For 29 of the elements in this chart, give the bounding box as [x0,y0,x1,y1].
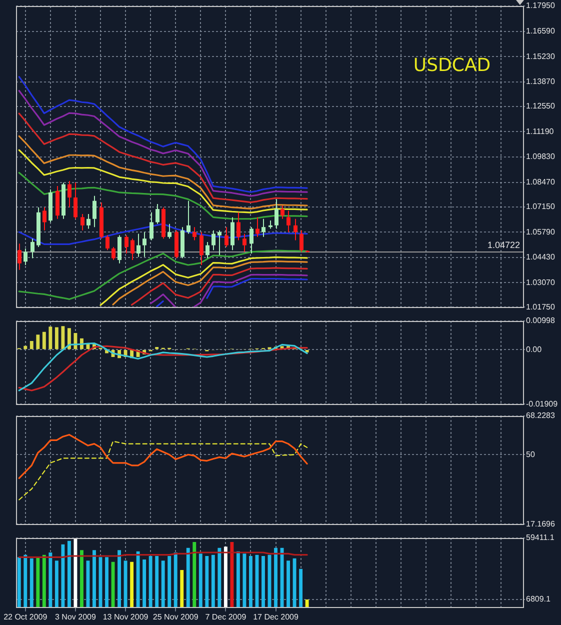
y-tick-label: 50 [526,450,536,459]
y-tick-label: 1.11190 [526,126,554,136]
ref-line-label: 1.04722 [487,240,520,250]
y-tick-label: 1.08470 [526,177,556,186]
y-tick-label: 1.05790 [526,227,556,236]
y-tick-label: 68.2283 [526,411,556,420]
y-tick-label: 1.13870 [526,77,556,86]
x-tick-label: 7 Dec 2009 [205,612,247,622]
x-tick-label: 22 Oct 2009 [4,612,48,622]
y-tick-label: -0.01909 [526,399,558,408]
y-tick-label: 59411.1 [526,533,555,542]
x-tick-label: 13 Nov 2009 [102,612,149,622]
y-tick-label: 1.07150 [526,202,556,212]
y-tick-label: 1.17950 [526,1,556,10]
y-tick-label: 1.01750 [526,302,556,312]
x-tick-label: 3 Nov 2009 [55,612,96,622]
y-tick-label: 1.04430 [526,252,556,262]
y-tick-label: 17.1696 [526,519,556,528]
y-tick-label: 1.15230 [526,52,556,61]
y-tick-label: 0.00998 [526,316,556,326]
y-tick-label: 1.12550 [526,102,556,111]
y-tick-label: 6809.1 [526,594,552,604]
y-tick-label: 1.09830 [526,152,556,162]
y-tick-label: 1.16590 [526,26,556,36]
y-tick-label: 1.03070 [526,278,556,287]
annotation: USDCAD [413,54,491,76]
x-tick-label: 17 Dec 2009 [253,612,299,622]
y-tick-label: 0.00 [526,344,542,354]
x-tick-label: 25 Nov 2009 [152,612,199,622]
